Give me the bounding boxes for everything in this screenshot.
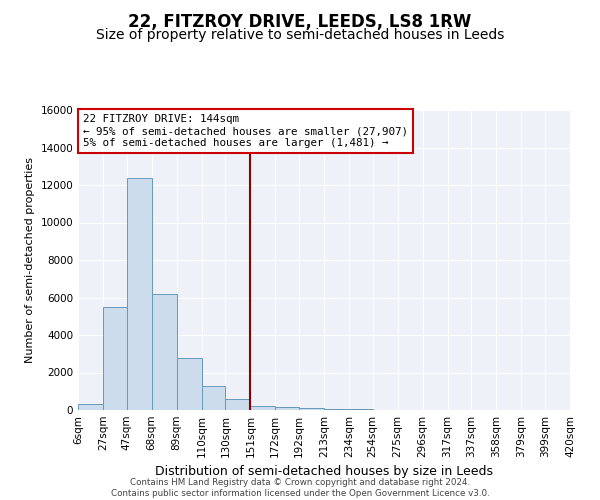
Bar (299, 408, 324, 410)
Text: Contains HM Land Registry data © Crown copyright and database right 2024.
Contai: Contains HM Land Registry data © Crown c… (110, 478, 490, 498)
Bar (250, 406, 275, 410)
Bar (127, 178, 152, 410)
Bar (226, 399, 250, 410)
X-axis label: Distribution of semi-detached houses by size in Leeds: Distribution of semi-detached houses by … (155, 466, 493, 478)
Y-axis label: Number of semi-detached properties: Number of semi-detached properties (25, 157, 35, 363)
Bar (349, 409, 373, 410)
Text: Size of property relative to semi-detached houses in Leeds: Size of property relative to semi-detach… (96, 28, 504, 42)
Bar (152, 294, 176, 410)
Bar (176, 358, 202, 410)
Text: 22 FITZROY DRIVE: 144sqm
← 95% of semi-detached houses are smaller (27,907)
5% o: 22 FITZROY DRIVE: 144sqm ← 95% of semi-d… (83, 114, 408, 148)
Bar (78, 404, 103, 410)
Bar (275, 407, 299, 410)
Bar (324, 409, 349, 410)
Bar (202, 386, 226, 410)
Bar (103, 307, 127, 410)
Text: 22, FITZROY DRIVE, LEEDS, LS8 1RW: 22, FITZROY DRIVE, LEEDS, LS8 1RW (128, 12, 472, 30)
